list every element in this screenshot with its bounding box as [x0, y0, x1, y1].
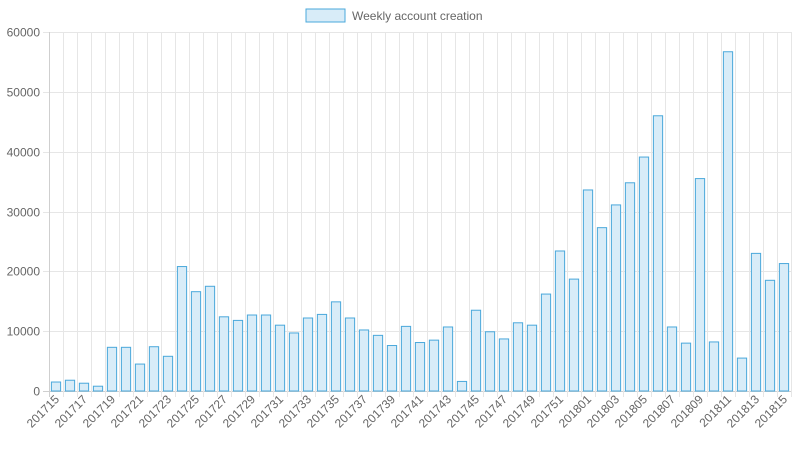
- bar-201740[interactable]: [400, 325, 412, 392]
- bar-201811[interactable]: [722, 51, 734, 392]
- bar-201726[interactable]: [204, 285, 216, 392]
- y-tick-label: 30000: [7, 206, 41, 220]
- y-tick-label: 50000: [7, 86, 41, 100]
- bar-201747[interactable]: [498, 338, 510, 392]
- bar-201805[interactable]: [638, 156, 650, 392]
- bar-201750[interactable]: [540, 293, 552, 392]
- bar-201739[interactable]: [386, 345, 398, 392]
- bar-201721[interactable]: [134, 363, 146, 392]
- bar-201720[interactable]: [120, 346, 132, 392]
- bar-201741[interactable]: [414, 342, 426, 392]
- y-axis-ticks: 0 10000 20000 30000 40000 50000 60000: [7, 26, 41, 399]
- bar-201803[interactable]: [610, 204, 622, 392]
- bar-201718[interactable]: [92, 385, 104, 392]
- bar-201744[interactable]: [456, 380, 468, 392]
- y-tick-label: 20000: [7, 265, 41, 279]
- bar-201736[interactable]: [344, 317, 356, 392]
- bar-201716[interactable]: [64, 379, 76, 392]
- bar-201731[interactable]: [274, 324, 286, 392]
- bar-201809[interactable]: [694, 178, 706, 392]
- bar-201743[interactable]: [442, 326, 454, 392]
- bar-201717[interactable]: [78, 382, 90, 392]
- bar-201730[interactable]: [260, 314, 272, 392]
- bar-201752[interactable]: [568, 278, 580, 392]
- y-tick-label: 60000: [7, 26, 41, 40]
- legend-swatch: [305, 8, 346, 23]
- bar-201801[interactable]: [582, 189, 594, 392]
- bar-201748[interactable]: [512, 322, 524, 392]
- bar-201745[interactable]: [470, 309, 482, 392]
- x-axis-ticks: 2017152017172017192017212017232017252017…: [24, 392, 790, 430]
- bar-201722[interactable]: [148, 346, 160, 392]
- bar-201812[interactable]: [736, 357, 748, 392]
- bar-201814[interactable]: [764, 279, 776, 392]
- bar-201729[interactable]: [246, 314, 258, 392]
- bar-201734[interactable]: [316, 313, 328, 392]
- legend[interactable]: Weekly account creation: [305, 8, 483, 23]
- bar-201749[interactable]: [526, 324, 538, 392]
- bar-201746[interactable]: [484, 331, 496, 392]
- bar-201735[interactable]: [330, 301, 342, 392]
- y-tick-label: 0: [33, 385, 40, 399]
- bar-201723[interactable]: [162, 355, 174, 392]
- bar-201732[interactable]: [288, 332, 300, 392]
- bar-201737[interactable]: [358, 329, 370, 392]
- bars: [50, 51, 790, 392]
- bar-201728[interactable]: [232, 319, 244, 392]
- bar-201725[interactable]: [190, 291, 202, 392]
- grid-lines: [43, 32, 792, 397]
- bar-201815[interactable]: [778, 263, 790, 392]
- bar-201808[interactable]: [680, 342, 692, 392]
- bar-201751[interactable]: [554, 250, 566, 392]
- bar-201807[interactable]: [666, 326, 678, 392]
- bar-201727[interactable]: [218, 316, 230, 392]
- bar-201733[interactable]: [302, 317, 314, 392]
- bar-201719[interactable]: [106, 346, 118, 392]
- bar-201742[interactable]: [428, 339, 440, 392]
- bar-201724[interactable]: [176, 266, 188, 392]
- legend-label: Weekly account creation: [352, 9, 483, 23]
- bar-201715[interactable]: [50, 381, 62, 392]
- y-tick-label: 40000: [7, 146, 41, 160]
- bar-201813[interactable]: [750, 252, 762, 392]
- bar-201738[interactable]: [372, 334, 384, 392]
- y-tick-label: 10000: [7, 325, 41, 339]
- bar-201810[interactable]: [708, 341, 720, 392]
- bar-201802[interactable]: [596, 227, 608, 392]
- bar-201804[interactable]: [624, 182, 636, 392]
- bar-201806[interactable]: [652, 115, 664, 392]
